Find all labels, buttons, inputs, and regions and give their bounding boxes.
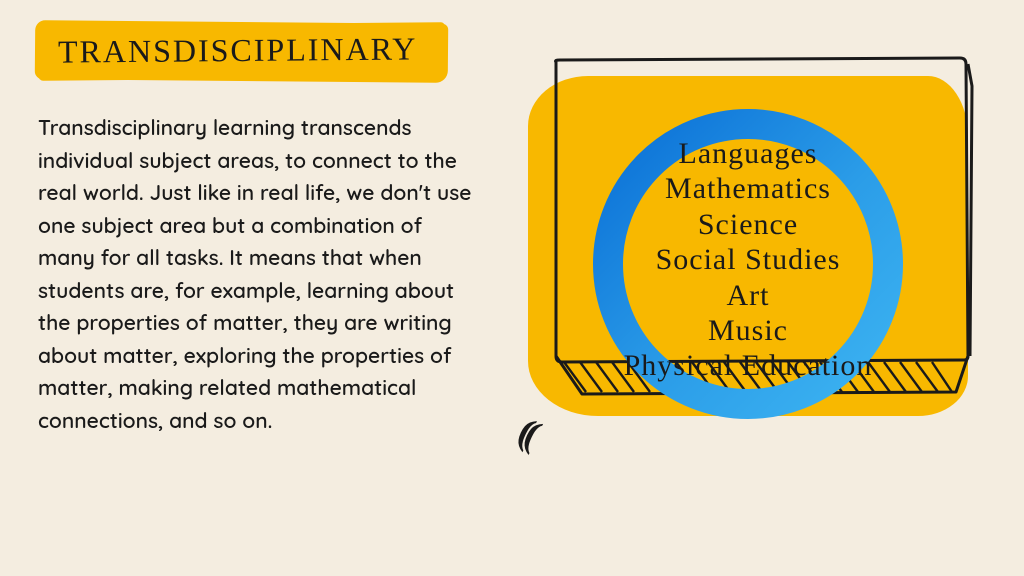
subjects-illustration: Languages Mathematics Science Social Stu… xyxy=(518,56,988,476)
page-title: TRANSDISCIPLINARY xyxy=(58,30,418,70)
subject-item: Languages xyxy=(588,136,908,171)
subject-item: Physical Education xyxy=(588,348,908,383)
subject-item: Art xyxy=(588,278,908,313)
subject-item: Mathematics xyxy=(588,171,908,206)
body-paragraph: Transdisciplinary learning transcends in… xyxy=(38,112,478,437)
subjects-list: Languages Mathematics Science Social Stu… xyxy=(588,136,908,384)
title-highlight-bg: TRANSDISCIPLINARY xyxy=(38,22,446,81)
subject-item: Social Studies xyxy=(588,242,908,277)
subject-item: Science xyxy=(588,207,908,242)
subject-item: Music xyxy=(588,313,908,348)
accent-marks-icon: (( xyxy=(511,409,542,455)
title-highlight-block: TRANSDISCIPLINARY xyxy=(38,24,445,79)
